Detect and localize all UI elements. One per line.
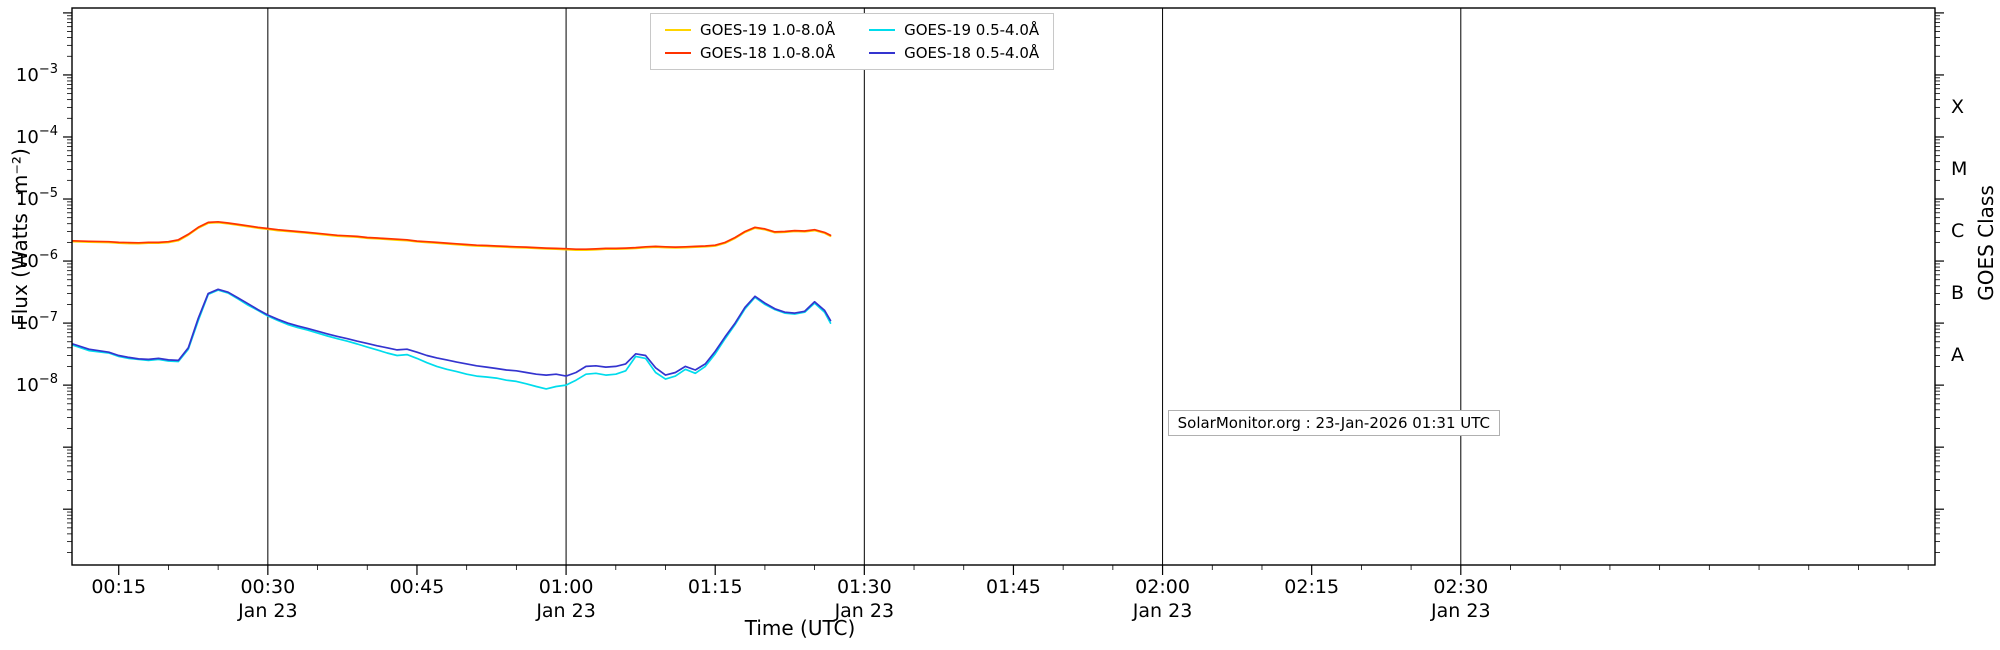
legend-line-sample-goes18-long <box>665 52 691 54</box>
plot-frame <box>71 7 1936 566</box>
series-goes18-long <box>72 220 832 251</box>
x-tick-date-label: Jan 23 <box>535 600 596 622</box>
series-goes18-short <box>72 288 832 377</box>
x-tick-date-label: Jan 23 <box>1132 600 1193 622</box>
y-tick-label: 10−6 <box>16 248 58 272</box>
x-tick-label: 02:00 <box>1135 576 1190 598</box>
y-tick-label: 10−8 <box>16 372 58 396</box>
x-tick-label: 00:30 <box>240 576 295 598</box>
legend-item-label: GOES-19 0.5-4.0Å <box>904 21 1040 39</box>
legend-item-label: GOES-18 0.5-4.0Å <box>904 44 1040 62</box>
y-tick-label: 10−4 <box>16 124 58 148</box>
series-goes19-short <box>72 289 832 390</box>
series-goes19-long <box>72 221 832 251</box>
x-tick-label: 02:30 <box>1433 576 1488 598</box>
y-axis-label: Flux (Watts · m⁻²) <box>8 148 32 326</box>
x-tick-label: 02:15 <box>1284 576 1339 598</box>
y-axis-ticks: 10−3 10−4 10−5 10−6 10−7 10−8 <box>16 12 1944 553</box>
credit-text: SolarMonitor.org : 23-Jan-2026 01:31 UTC <box>1167 410 1500 436</box>
x-axis-label: Time (UTC) <box>744 616 856 640</box>
legend: GOES-19 1.0-8.0Å GOES-18 1.0-8.0Å GOES-1… <box>650 13 1055 70</box>
x-tick-date-label: Jan 23 <box>237 600 298 622</box>
goes-class-letter: B <box>1951 282 1964 304</box>
y-tick-label: 10−5 <box>16 186 58 210</box>
legend-line-sample-goes19-short <box>869 29 896 31</box>
x-tick-label: 01:30 <box>837 576 892 598</box>
legend-line-sample-goes19-long <box>665 29 691 31</box>
goes-class-letter: X <box>1951 96 1964 118</box>
x-tick-label: 00:45 <box>390 576 445 598</box>
x-tick-label: 01:45 <box>986 576 1041 598</box>
date-gridlines <box>267 8 1462 565</box>
goes-class-letter: C <box>1951 220 1964 242</box>
legend-item-label: GOES-18 1.0-8.0Å <box>700 44 836 62</box>
legend-item-goes19-short: GOES-19 0.5-4.0Å <box>869 21 1039 39</box>
legend-line-sample-goes18-short <box>869 52 896 54</box>
right-axis-label: GOES Class <box>1974 185 1998 301</box>
legend-item-goes19-long: GOES-19 1.0-8.0Å <box>665 21 835 39</box>
x-tick-label: 01:00 <box>539 576 594 598</box>
legend-item-goes18-long: GOES-18 1.0-8.0Å <box>665 44 835 62</box>
goes-class-letter: M <box>1951 158 1967 180</box>
y-tick-label: 10−7 <box>16 310 58 334</box>
goes-class-letter: A <box>1951 344 1964 366</box>
y-tick-label: 10−3 <box>16 62 58 86</box>
legend-item-goes18-short: GOES-18 0.5-4.0Å <box>869 44 1039 62</box>
x-tick-date-label: Jan 23 <box>834 600 895 622</box>
legend-item-label: GOES-19 1.0-8.0Å <box>700 21 836 39</box>
x-tick-label: 00:15 <box>91 576 146 598</box>
x-tick-label: 01:15 <box>688 576 743 598</box>
x-tick-date-label: Jan 23 <box>1430 600 1491 622</box>
goes-class-letters: X M C B A <box>1951 96 1967 366</box>
